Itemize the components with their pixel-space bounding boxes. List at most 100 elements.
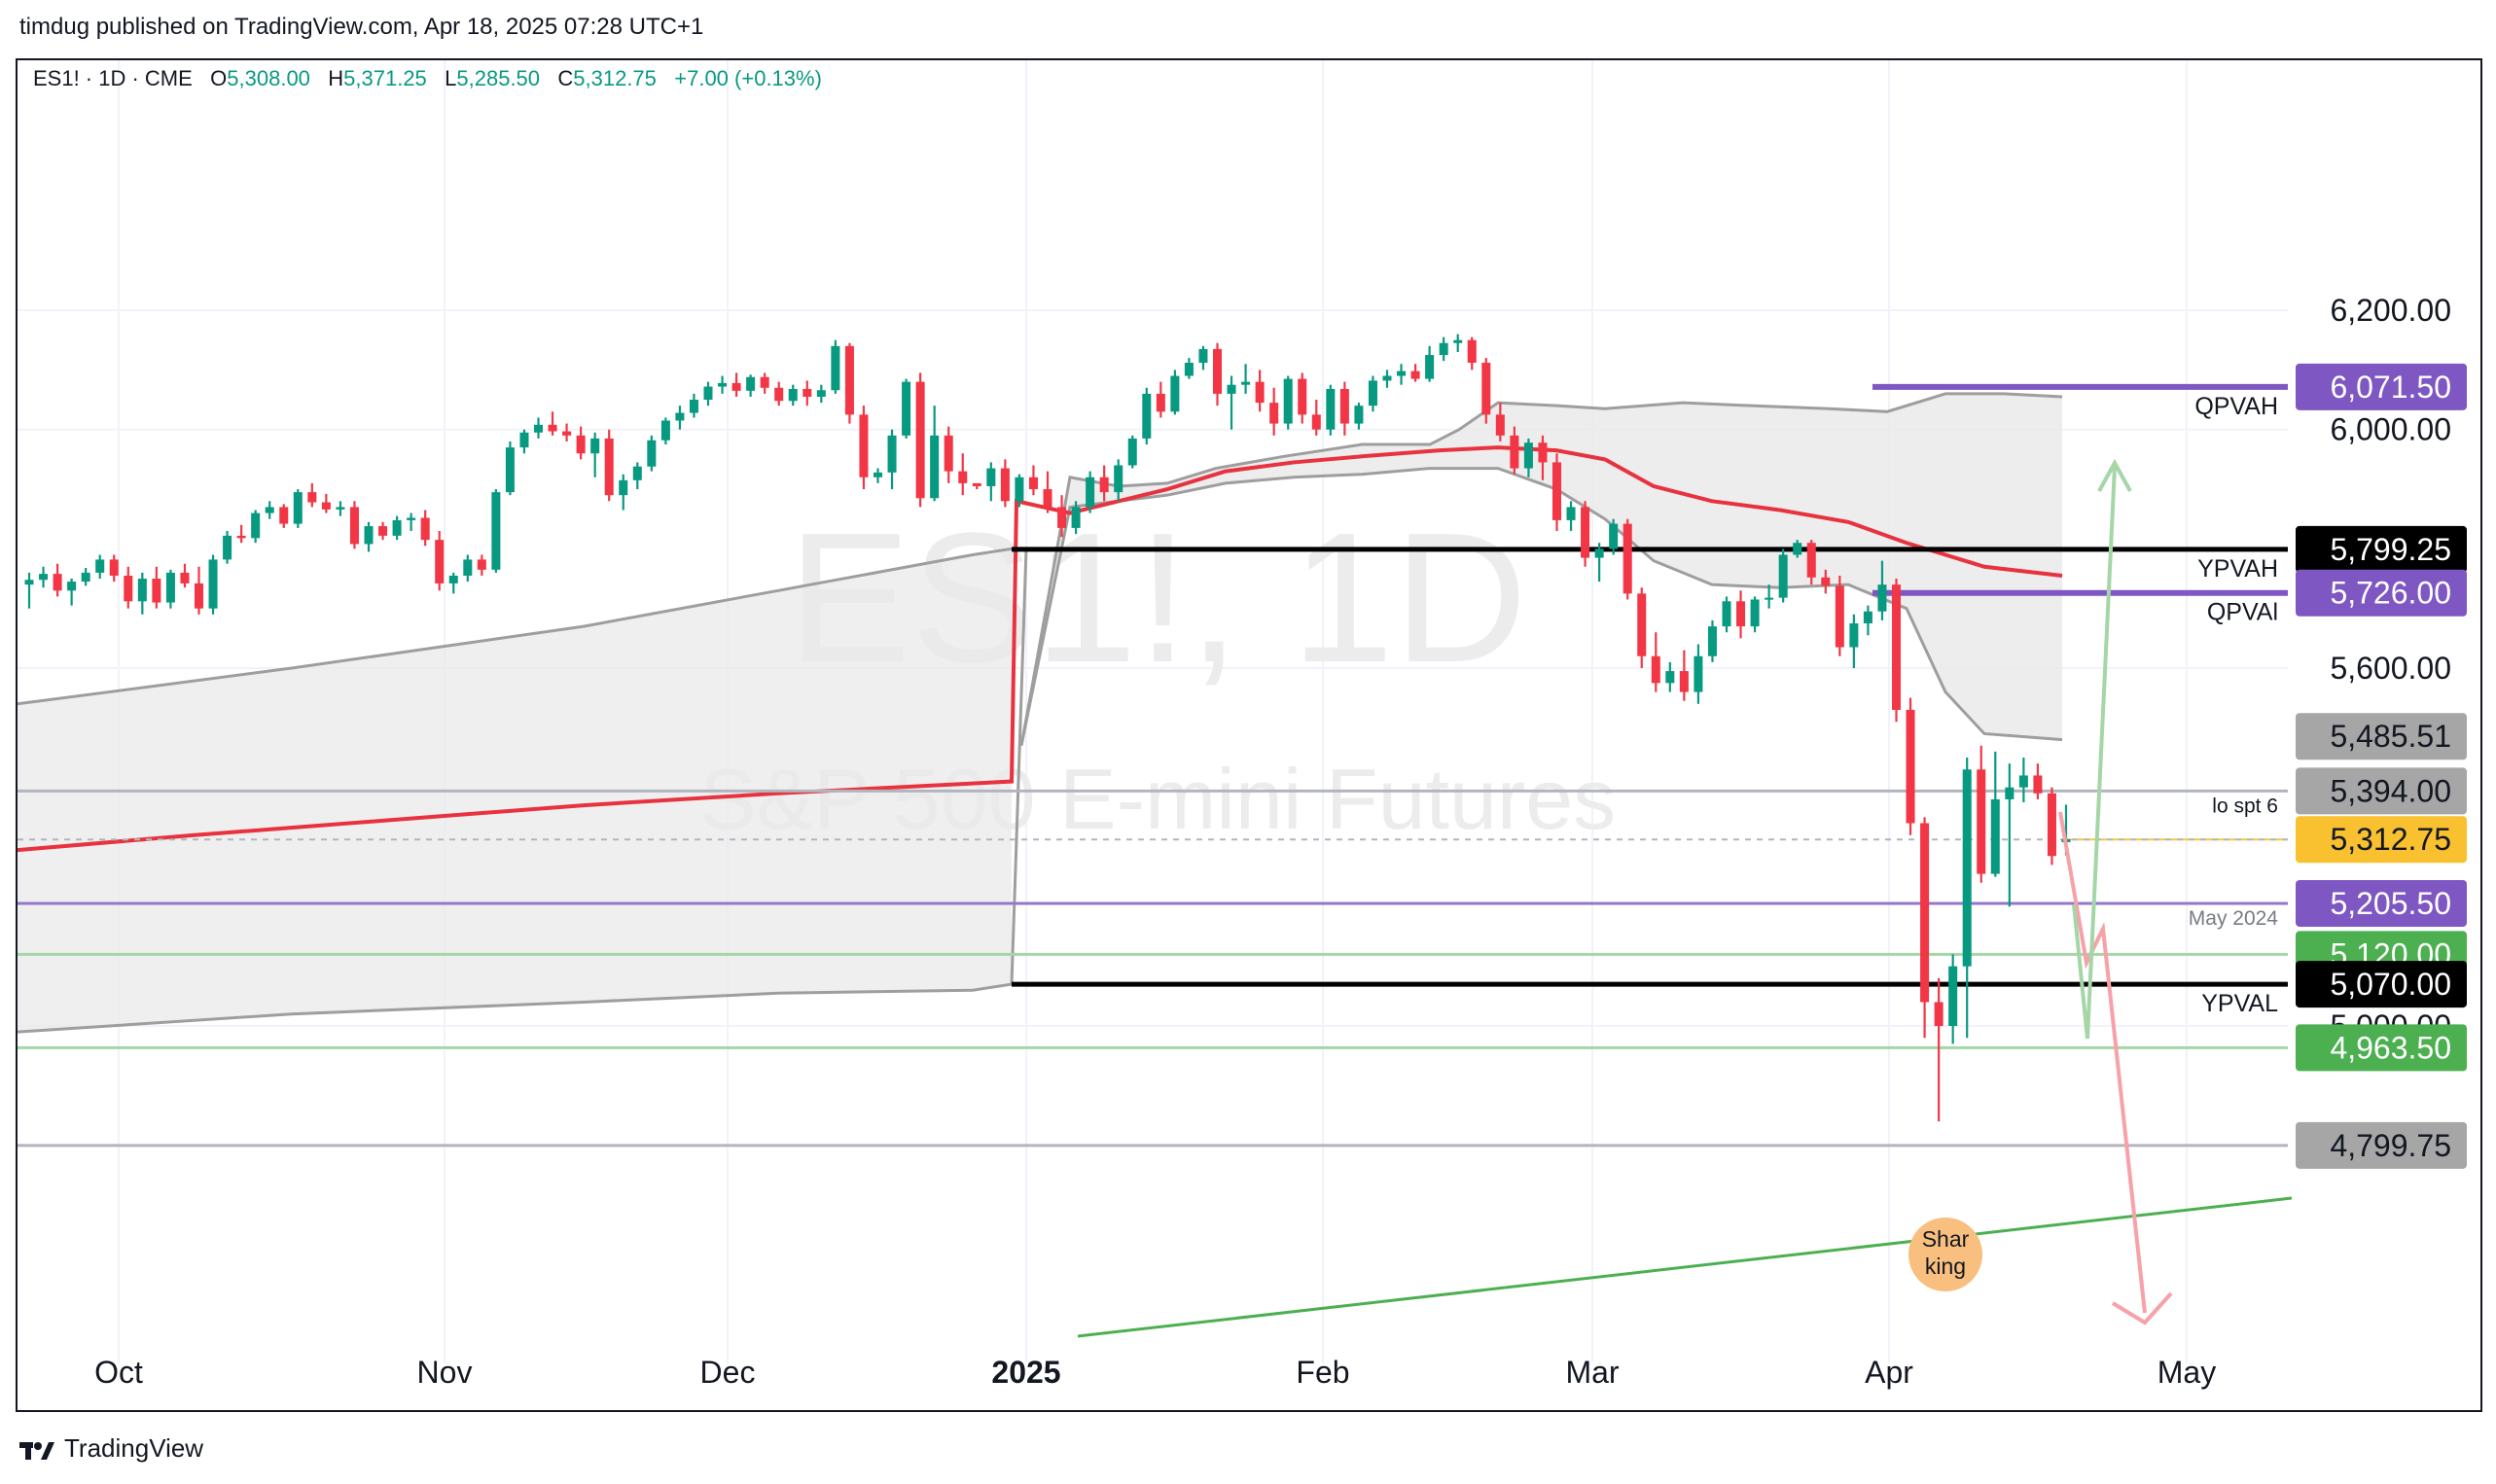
trendline-support (1077, 1196, 2293, 1338)
long-band-upper (18, 547, 1013, 706)
candle (1467, 336, 1477, 371)
price-tag-10 (2296, 1121, 2467, 1169)
candle-body (2047, 793, 2056, 857)
candle (1495, 403, 1505, 442)
candle (1736, 590, 1746, 639)
candle (533, 417, 544, 439)
candle (1184, 358, 1194, 379)
candle-body (420, 517, 430, 541)
candle (1609, 518, 1619, 555)
candle (392, 515, 402, 541)
candle-body (1368, 380, 1377, 406)
tradingview-brand[interactable]: TradingView (19, 1433, 203, 1464)
candle (1425, 345, 1435, 382)
candle (448, 572, 458, 594)
level-label-2: QPVAl (2207, 599, 2278, 626)
candle (675, 406, 685, 430)
projection-down-arrow (2058, 811, 2147, 1314)
candle-body (562, 431, 572, 436)
y-tick-label: 6,200.00 (2330, 293, 2451, 328)
candle (1523, 438, 1533, 477)
candle (844, 342, 854, 424)
candle (548, 411, 557, 436)
candle-body (165, 572, 175, 603)
candle-body (548, 424, 557, 432)
publish-info: timdug published on TradingView.com, Apr… (19, 14, 704, 40)
close-label: C (557, 66, 574, 90)
candle (165, 569, 175, 609)
price-tag-text-1: 5,799.25 (2330, 532, 2451, 567)
candle (1891, 579, 1902, 723)
price-axis: 6,200.006,000.005,600.005,000.006,071.50… (2189, 293, 2467, 1169)
candle (95, 554, 105, 580)
candle-body (1255, 381, 1265, 404)
ohlc-legend: ES1! · 1D · CME O5,308.00 H5,371.25 L5,2… (33, 66, 822, 91)
candle-body (1099, 477, 1109, 493)
candle-body (1977, 769, 1986, 874)
candle-body (1694, 655, 1703, 692)
candle (1863, 605, 1872, 636)
candle-body (307, 492, 317, 503)
candle (236, 524, 246, 544)
candle-body (1523, 442, 1533, 469)
candle (562, 423, 572, 442)
candle (152, 566, 161, 609)
candle-body (1863, 611, 1872, 624)
symbol-label[interactable]: ES1! · 1D · CME (33, 66, 193, 90)
candle-body (788, 388, 798, 402)
short-band-lower (1019, 467, 2063, 747)
candle (1354, 403, 1364, 430)
candle-body (802, 388, 812, 397)
candle (1298, 372, 1307, 424)
candle-body (1722, 601, 1731, 627)
candle-body (1453, 339, 1463, 343)
candle (590, 432, 600, 477)
candle (1877, 560, 1887, 620)
candle-body (1311, 414, 1321, 430)
candle-body (1750, 599, 1760, 627)
candle (1707, 619, 1717, 662)
candle-body (774, 387, 784, 402)
price-tag-text-9: 4,963.50 (2330, 1030, 2451, 1065)
footer (0, 1414, 2496, 1484)
candle (1906, 697, 1915, 835)
price-tag-text-0: 6,071.50 (2330, 370, 2451, 405)
candle-body (81, 572, 90, 583)
candle (223, 530, 232, 564)
candle-body (1184, 363, 1194, 376)
candle-body (1086, 477, 1095, 508)
annotation-text-1: Shar (1922, 1226, 1970, 1252)
candle-body (407, 517, 416, 520)
price-tag-text-3: 5,485.51 (2330, 719, 2451, 754)
candle (1382, 370, 1392, 388)
candle-body (1679, 671, 1689, 692)
long-band-lower (18, 982, 1013, 1034)
candle-body (2033, 775, 2043, 794)
candle-body (392, 519, 402, 536)
candle (67, 579, 77, 606)
candle-body (519, 432, 529, 448)
candle (2047, 787, 2056, 866)
candle-body (632, 466, 642, 480)
time-axis: Oct Nov Dec 2025 Feb Mar Apr May (94, 1355, 2216, 1390)
candle-body (1071, 507, 1081, 528)
high-value: 5,371.25 (343, 66, 427, 90)
candle-body (915, 381, 925, 499)
candle-body (1170, 375, 1180, 412)
candle-body (1594, 548, 1604, 558)
short-term-band (1021, 393, 2062, 746)
candle (1622, 518, 1632, 600)
y-tick-label: 6,000.00 (2330, 412, 2451, 447)
candle-body (647, 440, 657, 467)
candle (1028, 465, 1038, 496)
band-layer (18, 392, 2063, 1034)
brand-label: TradingView (64, 1433, 204, 1463)
price-tag-9 (2296, 1024, 2467, 1072)
candle-body (1934, 1002, 1943, 1026)
candle (1170, 370, 1180, 415)
candle-body (1298, 378, 1307, 415)
candle-body (448, 575, 458, 583)
candle-body (1127, 438, 1137, 466)
price-tag-text-4: 5,394.00 (2330, 773, 2451, 808)
